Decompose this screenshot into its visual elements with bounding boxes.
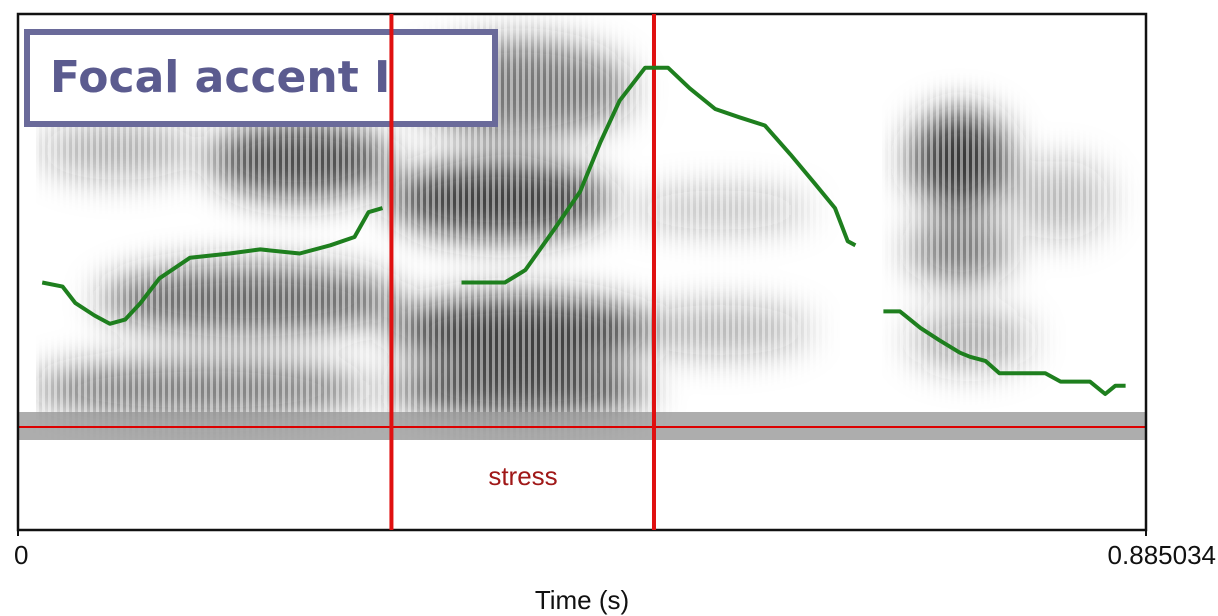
chart-title: Focal accent I: [50, 52, 390, 103]
x-tick-label: 0: [14, 540, 28, 570]
title-box: [24, 29, 498, 127]
x-axis-label: Time (s): [535, 585, 629, 615]
interval-label: stress: [488, 461, 557, 491]
pitch-contour: [41, 65, 1126, 396]
frame: [16, 12, 1148, 532]
x-tick-label: 0.885034: [1108, 540, 1216, 570]
